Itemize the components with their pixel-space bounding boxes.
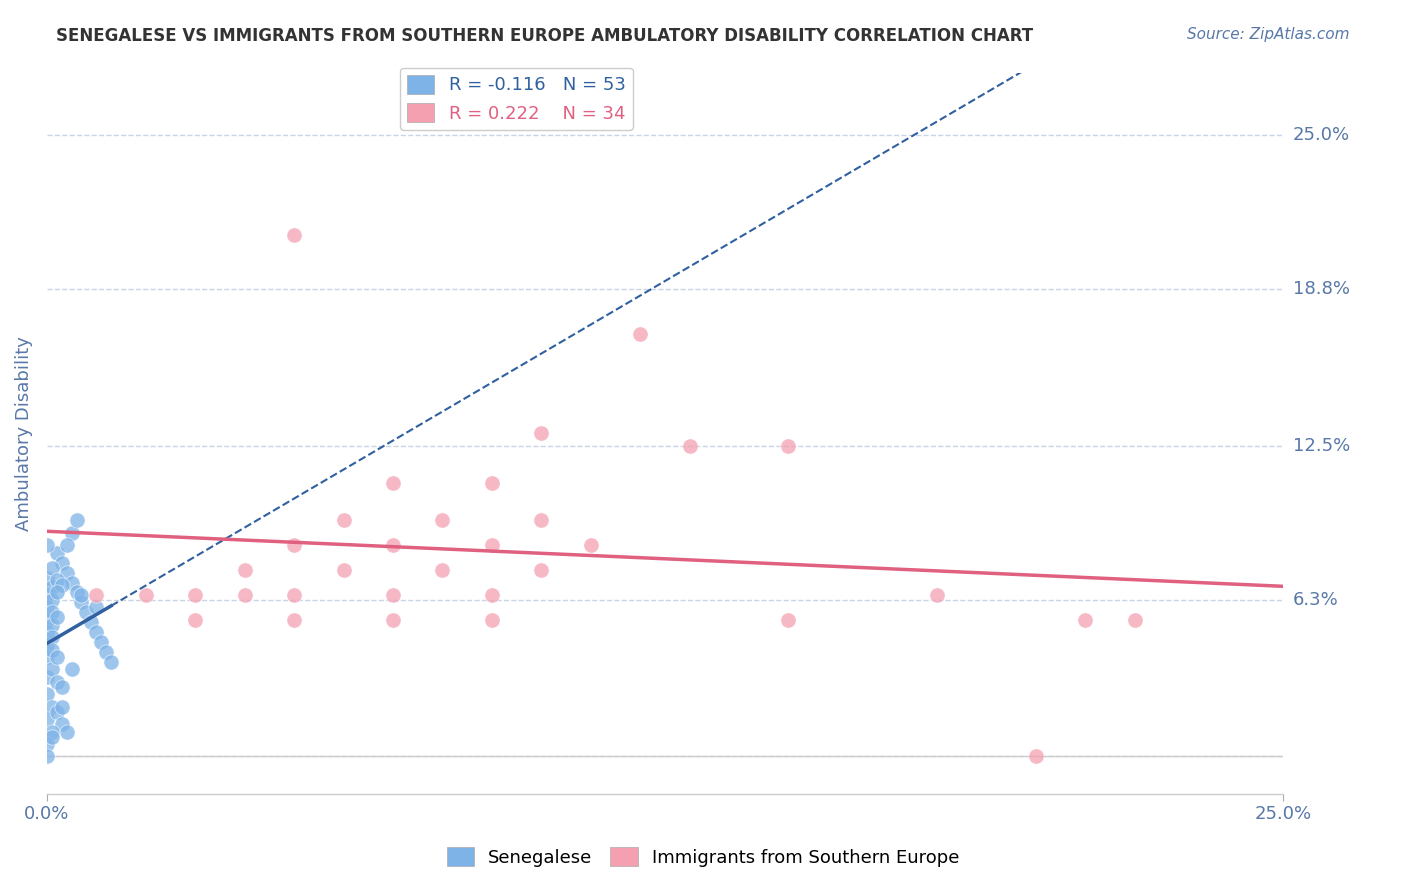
Point	[283, 538, 305, 552]
Point	[41, 642, 63, 657]
Point	[233, 563, 256, 577]
Point	[86, 625, 108, 640]
Legend: Senegalese, Immigrants from Southern Europe: Senegalese, Immigrants from Southern Eur…	[440, 840, 966, 874]
Point	[70, 588, 93, 602]
Point	[86, 600, 108, 615]
Point	[100, 655, 122, 669]
Point	[481, 613, 503, 627]
Point	[579, 538, 602, 552]
Text: 18.8%: 18.8%	[1292, 280, 1350, 298]
Point	[233, 588, 256, 602]
Point	[41, 560, 63, 574]
Text: 25.0%: 25.0%	[1292, 127, 1350, 145]
Point	[35, 737, 58, 751]
Point	[65, 585, 87, 599]
Point	[90, 635, 112, 649]
Point	[1123, 613, 1146, 627]
Point	[45, 650, 67, 665]
Point	[65, 513, 87, 527]
Point	[332, 513, 354, 527]
Point	[35, 613, 58, 627]
Point	[41, 663, 63, 677]
Point	[86, 588, 108, 602]
Legend: R = -0.116   N = 53, R = 0.222    N = 34: R = -0.116 N = 53, R = 0.222 N = 34	[401, 68, 633, 130]
Point	[70, 595, 93, 609]
Point	[184, 588, 207, 602]
Point	[184, 613, 207, 627]
Point	[35, 687, 58, 701]
Point	[41, 617, 63, 632]
Point	[381, 613, 404, 627]
Point	[283, 588, 305, 602]
Text: Source: ZipAtlas.com: Source: ZipAtlas.com	[1187, 27, 1350, 42]
Point	[1074, 613, 1097, 627]
Point	[45, 585, 67, 599]
Point	[41, 581, 63, 595]
Point	[481, 538, 503, 552]
Point	[530, 513, 553, 527]
Point	[45, 573, 67, 587]
Point	[41, 605, 63, 619]
Point	[51, 717, 73, 731]
Point	[35, 570, 58, 584]
Y-axis label: Ambulatory Disability: Ambulatory Disability	[15, 336, 32, 531]
Point	[481, 476, 503, 491]
Point	[35, 749, 58, 764]
Point	[432, 563, 454, 577]
Point	[51, 556, 73, 570]
Point	[41, 724, 63, 739]
Point	[41, 630, 63, 644]
Point	[283, 227, 305, 242]
Point	[35, 638, 58, 652]
Point	[55, 538, 77, 552]
Point	[1025, 749, 1047, 764]
Point	[432, 513, 454, 527]
Point	[35, 538, 58, 552]
Point	[332, 563, 354, 577]
Point	[41, 730, 63, 744]
Point	[45, 610, 67, 624]
Point	[80, 615, 103, 630]
Point	[35, 650, 58, 665]
Text: 6.3%: 6.3%	[1292, 591, 1339, 609]
Point	[51, 699, 73, 714]
Point	[51, 578, 73, 592]
Point	[481, 588, 503, 602]
Point	[35, 625, 58, 640]
Point	[45, 674, 67, 689]
Point	[51, 680, 73, 694]
Point	[75, 605, 97, 619]
Point	[55, 566, 77, 580]
Point	[60, 575, 83, 590]
Point	[45, 546, 67, 560]
Point	[628, 327, 651, 342]
Point	[41, 593, 63, 607]
Point	[41, 699, 63, 714]
Point	[135, 588, 157, 602]
Point	[96, 645, 118, 659]
Point	[678, 439, 700, 453]
Point	[60, 525, 83, 540]
Point	[530, 426, 553, 441]
Point	[381, 476, 404, 491]
Point	[35, 712, 58, 726]
Point	[925, 588, 948, 602]
Point	[778, 613, 800, 627]
Point	[283, 613, 305, 627]
Point	[35, 588, 58, 602]
Point	[381, 588, 404, 602]
Point	[55, 724, 77, 739]
Text: 12.5%: 12.5%	[1292, 437, 1350, 455]
Point	[530, 563, 553, 577]
Point	[35, 600, 58, 615]
Point	[35, 670, 58, 684]
Text: SENEGALESE VS IMMIGRANTS FROM SOUTHERN EUROPE AMBULATORY DISABILITY CORRELATION : SENEGALESE VS IMMIGRANTS FROM SOUTHERN E…	[56, 27, 1033, 45]
Point	[60, 663, 83, 677]
Point	[45, 705, 67, 719]
Point	[381, 538, 404, 552]
Point	[778, 439, 800, 453]
